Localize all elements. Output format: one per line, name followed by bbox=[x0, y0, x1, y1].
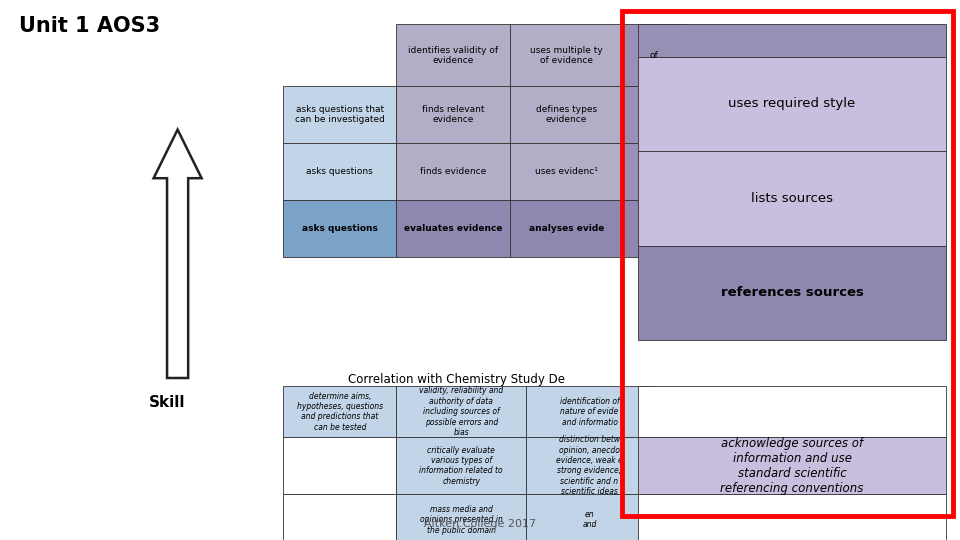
Bar bbox=[623, 143, 685, 200]
Bar bbox=[510, 143, 623, 200]
Bar bbox=[638, 151, 946, 246]
Bar bbox=[638, 437, 946, 494]
Bar bbox=[510, 24, 623, 86]
Bar bbox=[638, 494, 946, 540]
Bar bbox=[396, 437, 526, 494]
Polygon shape bbox=[154, 130, 202, 378]
Bar bbox=[638, 246, 946, 340]
Text: asks questions that
can be investigated: asks questions that can be investigated bbox=[295, 105, 385, 124]
Text: Correlation with Chemistry Study De: Correlation with Chemistry Study De bbox=[348, 373, 564, 386]
Text: determine aims,
hypotheses, questions
and predictions that
can be tested: determine aims, hypotheses, questions an… bbox=[297, 392, 383, 432]
Bar bbox=[283, 200, 396, 256]
Bar bbox=[510, 86, 623, 143]
Bar bbox=[623, 86, 685, 143]
Bar bbox=[526, 386, 653, 437]
Text: uses required style: uses required style bbox=[729, 97, 855, 111]
Text: critically evaluate
various types of
information related to
chemistry: critically evaluate various types of inf… bbox=[420, 446, 503, 486]
Bar bbox=[622, 11, 953, 516]
Text: uses evidenc¹: uses evidenc¹ bbox=[535, 167, 598, 176]
Bar bbox=[526, 437, 653, 494]
Bar bbox=[396, 86, 510, 143]
Text: lists sources: lists sources bbox=[751, 192, 833, 205]
Text: evaluates evidence: evaluates evidence bbox=[404, 224, 502, 233]
Bar bbox=[396, 494, 526, 540]
Text: asks questions: asks questions bbox=[301, 224, 378, 233]
Bar bbox=[283, 143, 396, 200]
Bar bbox=[638, 57, 946, 151]
Bar bbox=[396, 143, 510, 200]
Bar bbox=[638, 386, 946, 437]
Text: finds relevant
evidence: finds relevant evidence bbox=[421, 105, 485, 124]
Text: references sources: references sources bbox=[721, 286, 863, 300]
Text: en
and: en and bbox=[583, 510, 596, 529]
Bar bbox=[510, 200, 623, 256]
Text: Aitken College 2017: Aitken College 2017 bbox=[424, 519, 536, 529]
Text: Skill: Skill bbox=[149, 395, 185, 410]
Text: finds evidence: finds evidence bbox=[420, 167, 487, 176]
Text: identifies validity of
evidence: identifies validity of evidence bbox=[408, 46, 498, 65]
Text: asks questions: asks questions bbox=[306, 167, 373, 176]
Text: of: of bbox=[650, 51, 659, 60]
Bar bbox=[283, 386, 396, 437]
Bar bbox=[526, 494, 653, 540]
Bar bbox=[623, 200, 685, 256]
Text: analyses evide: analyses evide bbox=[529, 224, 604, 233]
Bar bbox=[283, 494, 396, 540]
Bar bbox=[283, 437, 396, 494]
Bar bbox=[283, 86, 396, 143]
Bar bbox=[396, 200, 510, 256]
Text: mass media and
opinions presented in
the public domain: mass media and opinions presented in the… bbox=[420, 505, 503, 535]
Bar bbox=[396, 24, 510, 86]
Text: uses multiple ty
of evidence: uses multiple ty of evidence bbox=[530, 46, 603, 65]
Text: defines types
evidence: defines types evidence bbox=[536, 105, 597, 124]
Text: Unit 1 AOS3: Unit 1 AOS3 bbox=[19, 16, 160, 36]
Text: distinction betw
opinion, anecdo
evidence, weak e
strong evidence,
scientific an: distinction betw opinion, anecdo evidenc… bbox=[556, 435, 623, 496]
Bar bbox=[623, 24, 685, 86]
Text: acknowledge sources of
information and use
standard scientific
referencing conve: acknowledge sources of information and u… bbox=[720, 437, 864, 495]
Text: validity, reliability and
authority of data
including sources of
possible errors: validity, reliability and authority of d… bbox=[420, 387, 503, 437]
Text: identification of
nature of evide
and informatio: identification of nature of evide and in… bbox=[560, 397, 619, 427]
Bar bbox=[396, 386, 526, 437]
Bar bbox=[638, 24, 946, 57]
